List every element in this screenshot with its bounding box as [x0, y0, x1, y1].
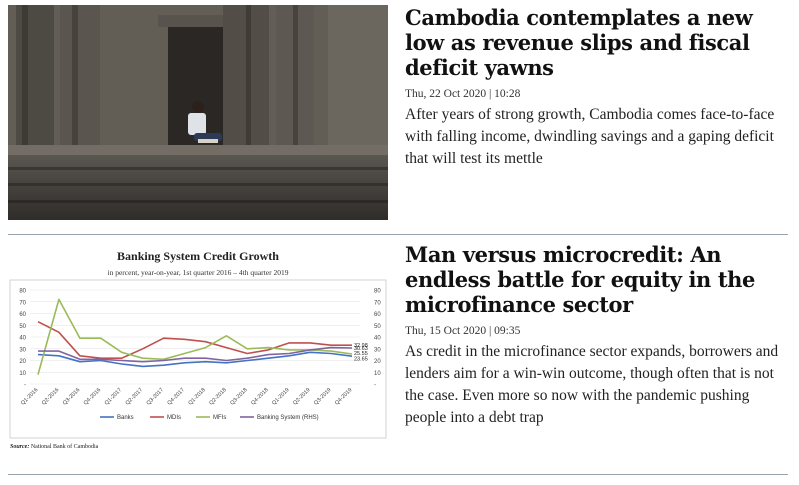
x-tick-label: Q4-2016 — [83, 387, 102, 406]
legend-label: MDIs — [167, 415, 181, 421]
x-tick-label: Q2-2016 — [41, 387, 60, 406]
article-thumbnail[interactable] — [8, 5, 388, 220]
chart-frame — [9, 279, 387, 439]
y-tick-label: 10 — [19, 371, 26, 377]
y-tick-label: 30 — [19, 347, 26, 353]
y2-tick-label: 40 — [374, 336, 381, 342]
data-label: 32.98 — [354, 343, 368, 349]
legend-label: Banks — [117, 415, 134, 421]
data-label: 30.63 — [354, 346, 368, 352]
x-tick-label: Q4-2017 — [167, 387, 186, 406]
x-tick-label: Q2-2017 — [125, 387, 144, 406]
article-summary: After years of strong growth, Cambodia c… — [405, 106, 775, 167]
x-tick-label: Q4-2018 — [250, 387, 269, 406]
y2-tick-label: 80 — [374, 289, 381, 295]
y-tick-label: 50 — [19, 324, 26, 330]
data-label: 25.55 — [354, 351, 368, 357]
y-tick-label: 20 — [19, 359, 26, 365]
y-tick-label: 60 — [19, 312, 26, 318]
divider — [8, 234, 788, 235]
chart-source-label: Source: — [10, 444, 30, 450]
x-tick-label: Q3-2016 — [62, 387, 81, 406]
y2-tick-label: - — [374, 383, 376, 389]
credit-growth-chart: - - 10 10 20 20 30 30 40 40 50 50 60 60 70 70 80 80 Q1-201… — [9, 279, 387, 439]
x-tick-label: Q3-2018 — [229, 387, 248, 406]
y2-tick-label: 30 — [374, 347, 381, 353]
y-tick-label: 40 — [19, 336, 26, 342]
article-thumbnail[interactable]: Banking System Credit Growth in percent,… — [8, 242, 388, 440]
series-line — [37, 298, 353, 375]
legend-label: MFIs — [213, 415, 226, 421]
legend-label: Banking System (RHS) — [257, 415, 319, 421]
series-line — [38, 346, 353, 363]
y2-tick-label: 20 — [374, 359, 381, 365]
y-tick-label: 80 — [19, 289, 26, 295]
y2-tick-label: 60 — [374, 312, 381, 318]
temple-photo-image — [8, 5, 388, 220]
chart-source: Source: National Bank of Cambodia — [10, 444, 98, 450]
x-tick-label: Q2-2018 — [208, 387, 227, 406]
series-line — [37, 351, 353, 368]
series-line — [37, 320, 352, 359]
data-label: 23.65 — [354, 357, 368, 363]
y2-tick-label: 50 — [374, 324, 381, 330]
x-tick-label: Q1-2017 — [104, 387, 123, 406]
x-tick-label: Q3-2019 — [313, 387, 332, 406]
x-tick-label: Q2-2019 — [292, 387, 311, 406]
article-headline[interactable]: Man versus microcredit: An endless battl… — [405, 242, 755, 317]
article-headline[interactable]: Cambodia contemplates a new low as reven… — [405, 5, 753, 80]
x-tick-label: Q1-2016 — [20, 387, 39, 406]
chart-image: Banking System Credit Growth in percent,… — [8, 242, 388, 440]
chart-title: Banking System Credit Growth — [117, 249, 279, 263]
article-card[interactable]: Banking System Credit Growth in percent,… — [8, 242, 788, 450]
article-card[interactable]: Cambodia contemplates a new low as reven… — [8, 5, 788, 220]
y2-tick-label: 10 — [374, 371, 381, 377]
divider — [8, 474, 788, 475]
x-tick-label: Q1-2019 — [271, 387, 290, 406]
chart-subtitle: in percent, year-on-year, 1st quarter 20… — [107, 268, 289, 277]
chart-source-text: National Bank of Cambodia — [30, 444, 99, 450]
y-tick-label: - — [24, 383, 26, 389]
x-tick-label: Q4-2019 — [334, 387, 353, 406]
x-tick-label: Q3-2017 — [146, 387, 165, 406]
y-tick-label: 70 — [19, 300, 26, 306]
article-summary: As credit in the microfinance sector exp… — [405, 343, 779, 426]
article-date: Thu, 22 Oct 2020 | 10:28 — [405, 88, 521, 100]
y2-tick-label: 70 — [374, 300, 381, 306]
x-tick-label: Q1-2018 — [188, 387, 207, 406]
article-date: Thu, 15 Oct 2020 | 09:35 — [405, 325, 521, 337]
